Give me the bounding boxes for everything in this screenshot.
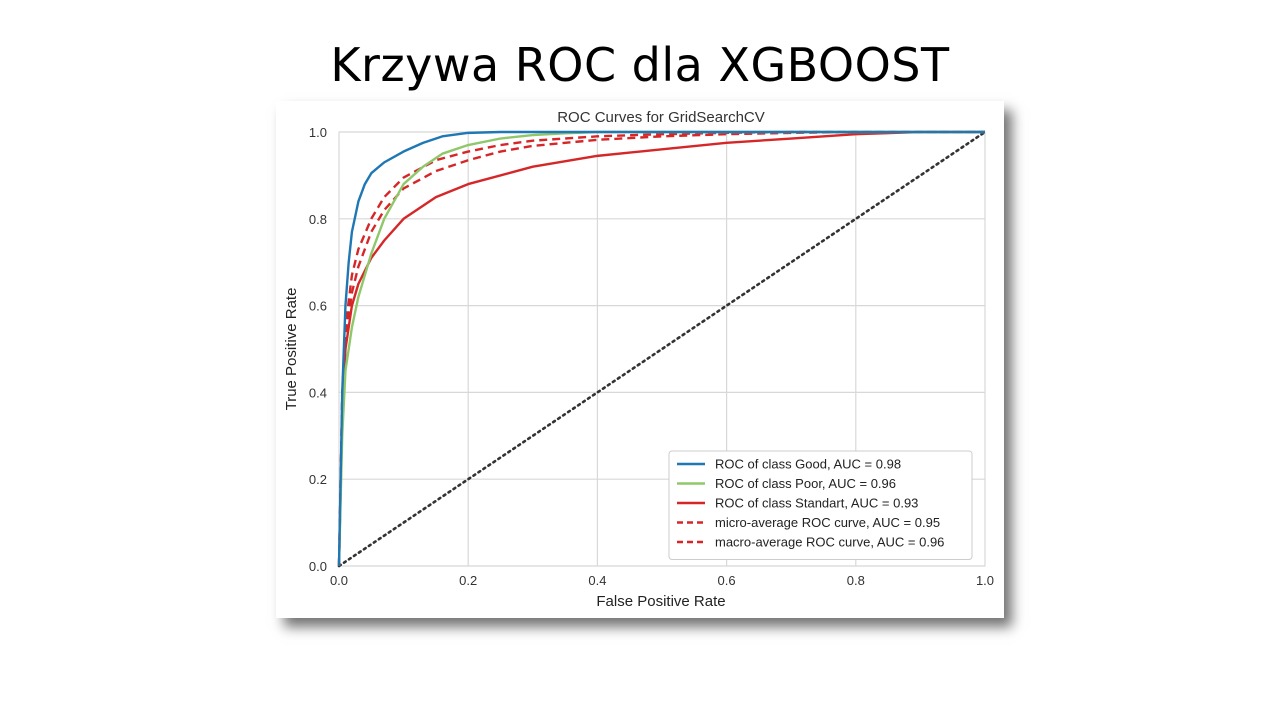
roc-line-series-4 [337, 130, 985, 567]
legend-entry: ROC of class Good, AUC = 0.98 [715, 457, 901, 472]
chart-title: ROC Curves for GridSearchCV [557, 109, 765, 126]
chance-diagonal-line [337, 130, 987, 568]
legend: ROC of class Good, AUC = 0.98 ROC of clas… [668, 450, 973, 560]
x-tick-label: 0.8 [847, 573, 865, 588]
legend-entry: macro-average ROC curve, AUC = 0.96 [715, 535, 944, 550]
y-tick-label: 1.0 [309, 125, 327, 140]
legend-entry: ROC of class Standart, AUC = 0.93 [715, 496, 918, 511]
roc-line-series-0 [337, 130, 985, 567]
roc-line-series-3 [337, 130, 985, 567]
x-tick-label: 0.0 [330, 573, 348, 588]
y-axis-label: True Positive Rate [283, 288, 300, 411]
x-axis-label: False Positive Rate [596, 593, 725, 610]
x-tick-label: 0.6 [718, 573, 736, 588]
roc-chart: ROC Curves for GridSearchCV 0.0 0.2 0.4 0.6… [283, 109, 994, 610]
chart-figure: ROC Curves for GridSearchCV 0.0 0.2 0.4 0.6… [276, 101, 1004, 618]
roc-line-series-2 [337, 130, 985, 567]
x-tick-label: 0.2 [459, 573, 477, 588]
legend-entry: ROC of class Poor, AUC = 0.96 [715, 476, 896, 491]
legend-entry: micro-average ROC curve, AUC = 0.95 [715, 515, 940, 530]
y-tick-label: 0.6 [309, 299, 327, 314]
x-tick-label: 0.4 [588, 573, 606, 588]
y-tick-label: 0.4 [309, 385, 327, 400]
y-tick-label: 0.2 [309, 472, 327, 487]
x-tick-label: 1.0 [976, 573, 994, 588]
slide-title: Krzywa ROC dla XGBOOST [330, 38, 950, 92]
legend-box [668, 450, 973, 560]
y-tick-label: 0.8 [309, 212, 327, 227]
series-lines [337, 130, 987, 568]
axis-ticks: 0.0 0.2 0.4 0.6 0.8 1.0 0.0 0.2 0.4 0.6 0.8 1.0 [309, 125, 994, 588]
y-tick-label: 0.0 [309, 559, 327, 574]
